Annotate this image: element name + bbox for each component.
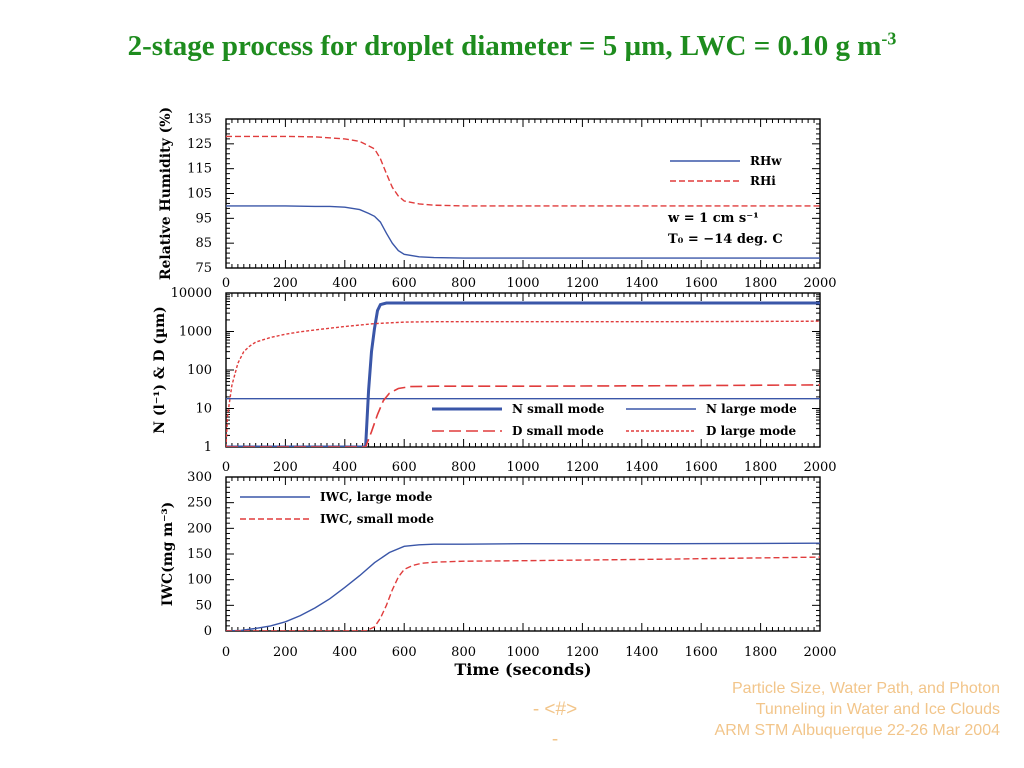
series-line-0-0 (226, 205, 820, 259)
legend-label: D large mode (706, 424, 797, 438)
slide-title-exponent: -3 (881, 28, 897, 49)
x-tick-label: 1600 (685, 645, 718, 660)
y-axis-label: IWC(mg m⁻³) (160, 502, 176, 606)
x-tick-label: 600 (392, 276, 417, 291)
slide-title-text: 2-stage process for droplet diameter = 5… (127, 30, 882, 62)
series-line-0-1 (226, 135, 820, 207)
x-tick-label: 800 (451, 460, 476, 475)
y-tick-label: 75 (195, 261, 212, 276)
y-tick-label: 0 (204, 624, 212, 639)
x-tick-label: 400 (332, 276, 357, 291)
footer-line-3: ARM STM Albuquerque 22-26 Mar 2004 (714, 722, 1000, 739)
series-line-1-2 (226, 384, 820, 447)
x-tick-label: 1800 (744, 645, 777, 660)
x-tick-label: 0 (222, 645, 230, 660)
x-tick-label: 1800 (744, 276, 777, 291)
y-tick-label: 115 (187, 162, 212, 177)
y-tick-label: 85 (195, 236, 212, 251)
page-number-line-2: - (551, 729, 559, 750)
y-tick-label: 1 (204, 440, 212, 455)
x-tick-label: 0 (222, 276, 230, 291)
chart-annotation: T₀ = −14 deg. C (668, 232, 783, 247)
series-line-1-0 (226, 301, 820, 447)
y-tick-label: 95 (195, 211, 212, 226)
x-tick-label: 2000 (803, 276, 836, 291)
chart-annotation: w = 1 cm s⁻¹ (667, 211, 759, 226)
x-tick-label: 1200 (566, 276, 599, 291)
y-tick-label: 10000 (171, 286, 212, 301)
y-tick-label: 10 (195, 402, 212, 417)
footer-line-2: Tunneling in Water and Ice Clouds (755, 701, 1000, 718)
panel-number-diameter: 0 200 400 600 800 1000 1200 1400 1600 1800 2000 1 10… (152, 286, 837, 475)
y-tick-label: 135 (187, 112, 212, 127)
page-number: - <#> - (500, 695, 610, 755)
series-line-1-3 (226, 320, 820, 447)
x-tick-label: 1200 (566, 460, 599, 475)
y-tick-label: 105 (187, 187, 212, 202)
y-tick-label: 100 (187, 573, 212, 588)
legend-label: N large mode (706, 402, 797, 416)
slide-title: 2-stage process for droplet diameter = 5… (0, 28, 1024, 63)
x-tick-label: 2000 (803, 460, 836, 475)
x-tick-label: 1400 (625, 645, 658, 660)
x-axis-label: Time (seconds) (454, 660, 591, 679)
y-tick-label: 1000 (179, 325, 212, 340)
x-tick-label: 1800 (744, 460, 777, 475)
legend-label: IWC, large mode (320, 490, 433, 504)
legend-label: N small mode (512, 402, 605, 416)
x-tick-label: 1000 (506, 276, 539, 291)
x-tick-label: 1000 (506, 460, 539, 475)
x-tick-label: 800 (451, 276, 476, 291)
y-axis-label: N (l⁻¹) & D (µm) (152, 306, 168, 433)
y-tick-label: 250 (187, 496, 212, 511)
x-tick-label: 0 (222, 460, 230, 475)
x-tick-label: 200 (273, 645, 298, 660)
x-tick-label: 1600 (685, 460, 718, 475)
series-line-2-0 (226, 542, 820, 631)
panel-relative-humidity: 0 200 400 600 800 1000 1200 1400 1600 1800 2000 75 8… (158, 107, 837, 291)
x-tick-label: 1200 (566, 645, 599, 660)
x-tick-label: 800 (451, 645, 476, 660)
x-tick-label: 200 (273, 460, 298, 475)
figure: 0 200 400 600 800 1000 1200 1400 1600 1800 2000758… (152, 107, 837, 679)
legend-label: RHi (750, 174, 776, 188)
legend-label: D small mode (512, 424, 604, 438)
x-tick-label: 2000 (803, 645, 836, 660)
y-tick-label: 100 (187, 363, 212, 378)
y-tick-label: 200 (187, 521, 212, 536)
y-axis-label: Relative Humidity (%) (158, 107, 174, 280)
y-tick-label: 150 (187, 547, 212, 562)
y-tick-label: 300 (187, 470, 212, 485)
series-line-2-1 (226, 556, 820, 631)
x-tick-label: 200 (273, 276, 298, 291)
footer: Particle Size, Water Path, and Photon Tu… (715, 678, 1000, 741)
x-tick-label: 400 (332, 645, 357, 660)
x-tick-label: 1400 (625, 276, 658, 291)
y-tick-label: 125 (187, 137, 212, 152)
legend-label: RHw (750, 154, 782, 168)
x-tick-label: 1600 (685, 276, 718, 291)
x-tick-label: 1000 (506, 645, 539, 660)
y-tick-label: 50 (195, 598, 212, 613)
x-tick-label: 400 (332, 460, 357, 475)
legend-label: IWC, small mode (320, 512, 434, 526)
footer-line-1: Particle Size, Water Path, and Photon (732, 680, 1000, 697)
panel-iwc: 0 200 400 600 800 1000 1200 1400 1600 1800 2000 0 50… (160, 470, 837, 679)
x-tick-label: 1400 (625, 460, 658, 475)
x-tick-label: 600 (392, 645, 417, 660)
x-tick-label: 600 (392, 460, 417, 475)
page-number-line-1: - <#> (532, 699, 578, 720)
